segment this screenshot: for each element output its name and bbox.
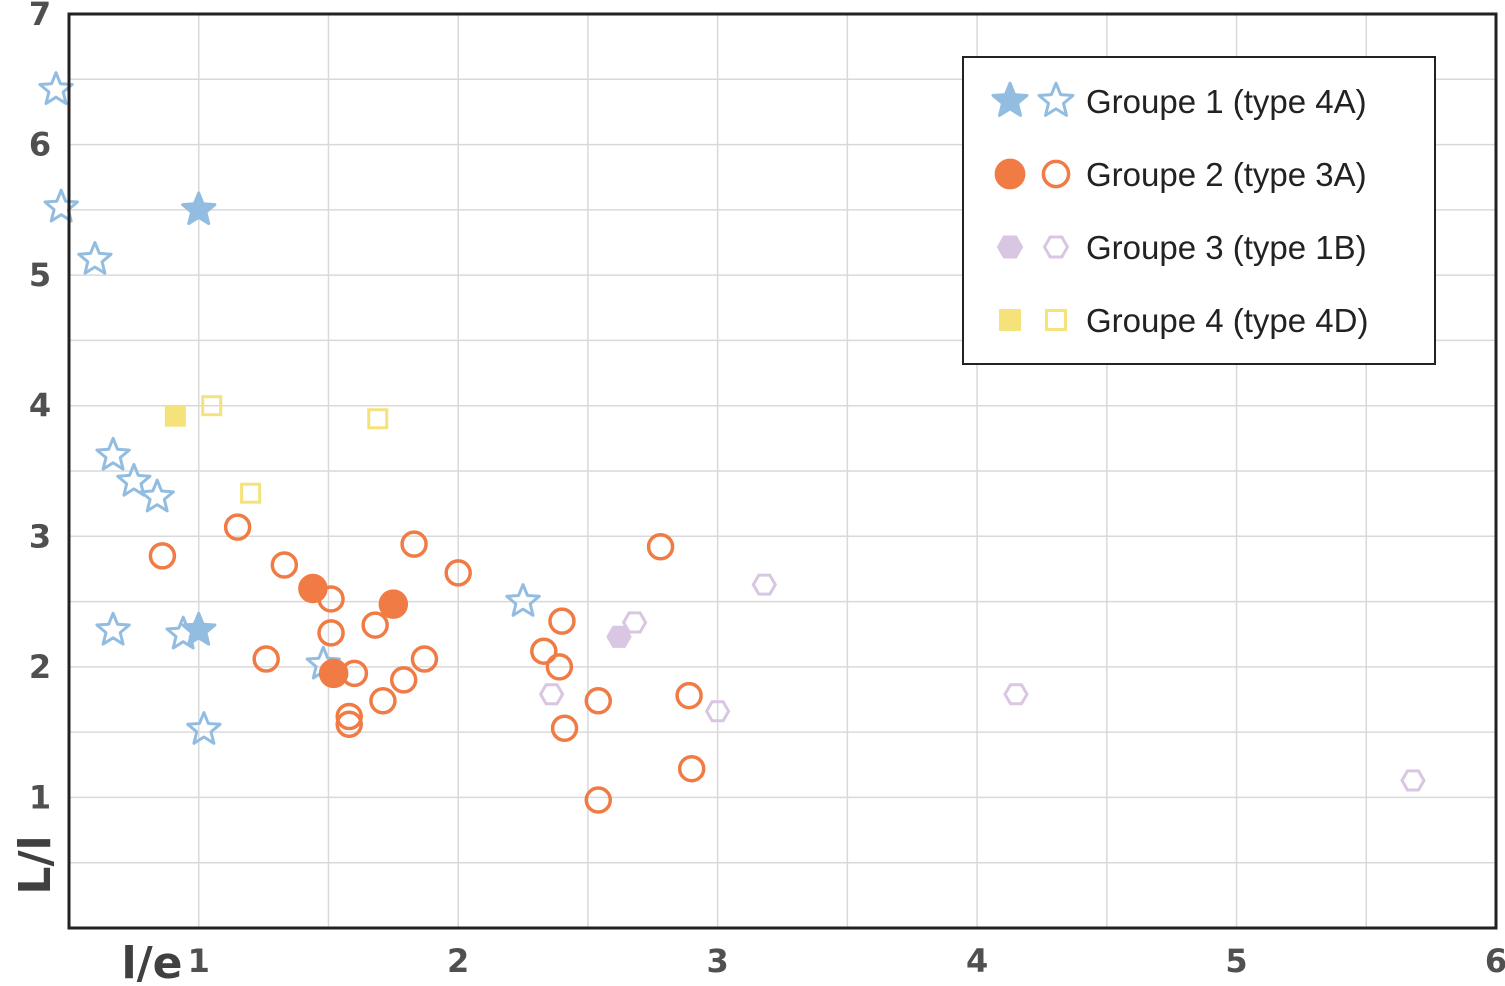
data-point-circle-open [361,611,389,639]
legend-item: Groupe 4 (type 4D) [999,302,1368,339]
series-group-4 [164,395,389,504]
legend-marker-open [1045,309,1067,331]
data-point-hexagon-open [1003,683,1029,706]
data-point-circle-open [270,551,299,579]
legend-marker-filled [999,309,1021,331]
data-point-star-open [139,478,175,513]
data-point-circle-open [335,710,363,739]
x-axis-label: l/e [122,938,183,986]
data-point-circle-open [677,754,706,783]
x-tick-label: 5 [1225,942,1247,980]
legend-marker-open [1041,159,1071,189]
data-point-circle-open [545,653,574,681]
data-point-circle-filled [318,658,349,689]
data-point-circle-open [389,666,418,694]
data-point-circle-open [317,619,345,647]
data-point-circle-open [252,645,280,673]
data-point-square-open [240,482,262,504]
data-point-star-filled [181,611,217,646]
legend-marker-open [1037,81,1075,117]
data-point-circle-filled [378,589,409,619]
data-point-circle-open [223,513,252,541]
data-point-star-filled [181,191,217,226]
data-point-star-open [116,462,152,497]
data-point-square-open [201,395,223,417]
data-point-circle-open [584,786,613,814]
data-points [38,71,1426,814]
legend-label: Groupe 2 (type 3A) [1086,156,1367,193]
legend-label: Groupe 4 (type 4D) [1086,302,1368,339]
legend-item: Groupe 1 (type 4A) [991,81,1367,120]
x-tick-label: 6 [1485,942,1505,980]
data-point-circle-open [444,559,472,587]
y-tick-labels: 1 2 3 4 5 6 7 [29,0,51,816]
y-tick-label: 4 [29,387,51,425]
y-axis-label: L/l [10,835,61,894]
y-tick-label: 7 [29,0,51,33]
x-tick-label: 2 [447,942,469,980]
data-point-star-open [186,711,222,745]
y-tick-label: 1 [29,778,51,816]
series-group-1 [38,71,541,745]
y-tick-label: 6 [29,126,51,164]
data-point-star-open [95,611,131,646]
y-tick-label: 5 [29,256,51,294]
data-point-circle-open [530,637,558,665]
data-point-circle-open [148,542,177,570]
legend-label: Groupe 3 (type 1B) [1086,229,1367,266]
series-group-2 [148,513,706,814]
data-point-star-open [505,583,541,617]
legend-marker-filled [996,235,1024,259]
data-point-circle-open [400,530,428,558]
data-point-circle-open [584,687,613,715]
data-point-circle-open [646,532,675,561]
data-point-circle-filled [298,573,328,604]
data-point-hexagon-open [751,573,778,596]
x-tick-label: 1 [188,942,210,980]
legend-marker-filled [991,81,1029,117]
data-point-star-open [77,241,113,275]
legend-marker-open [1042,235,1070,259]
y-tick-label: 2 [29,648,51,686]
data-point-hexagon-open [704,700,731,723]
data-point-circle-open [548,607,576,635]
data-point-hexagon-open [1400,769,1426,792]
data-point-circle-open [675,681,703,710]
x-tick-label: 3 [707,942,729,980]
legend: Groupe 1 (type 4A) Groupe 2 (type 3A) Grou… [962,56,1436,365]
x-tick-labels: 1 2 3 4 5 6 [188,942,1505,980]
legend-marker-filled [994,158,1026,190]
data-point-circle-open [335,702,363,731]
data-point-circle-open [369,687,397,715]
plot-frame [67,12,1498,930]
data-point-star-open [43,188,79,223]
legend-item: Groupe 3 (type 1B) [996,229,1367,266]
y-tick-label: 3 [29,517,51,555]
legend-label: Groupe 1 (type 4A) [1086,83,1367,120]
data-point-circle-open [550,714,579,742]
data-point-star-open [95,436,131,471]
data-point-square-filled [164,405,186,427]
x-tick-label: 4 [966,942,988,980]
series-group-3 [538,573,1426,792]
data-point-hexagon-filled [606,625,632,648]
data-point-circle-open [410,645,439,673]
legend-item: Groupe 2 (type 3A) [994,156,1367,193]
data-point-hexagon-open [621,611,648,634]
data-point-square-open [367,408,389,430]
data-point-hexagon-open [538,683,565,706]
legend-box [962,56,1436,365]
